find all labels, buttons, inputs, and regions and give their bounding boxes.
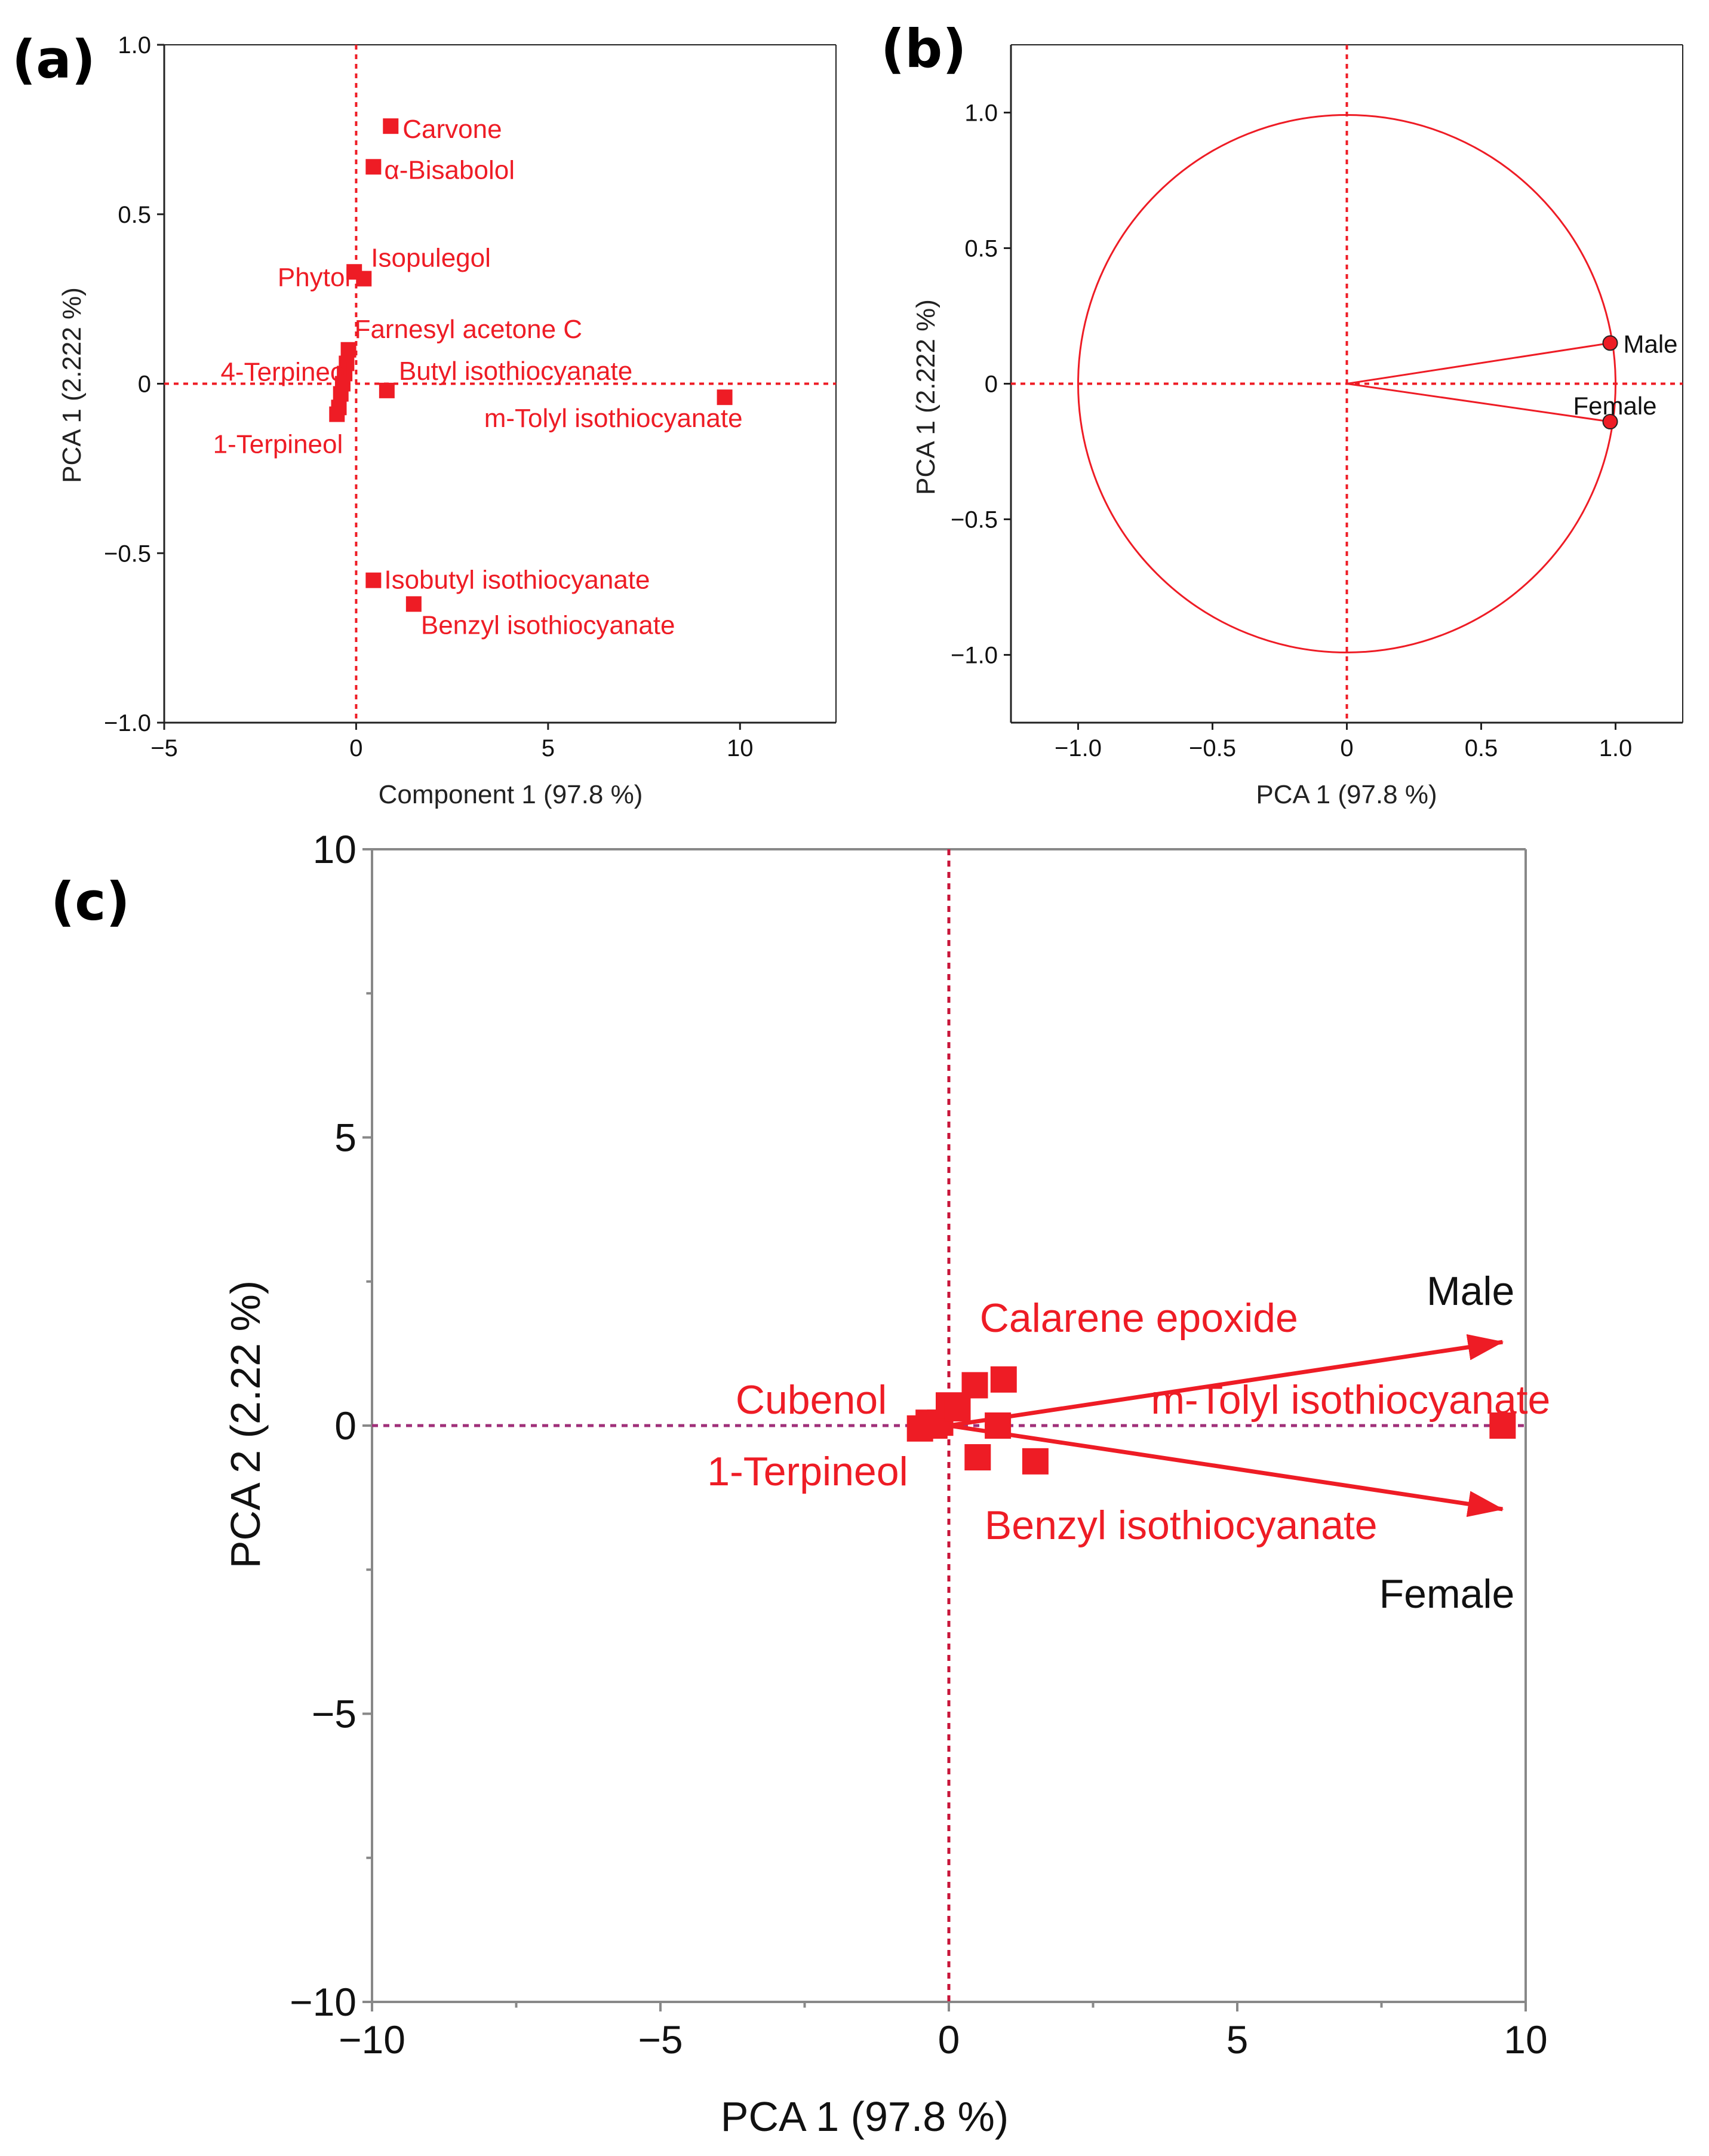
x-tick-label: −10 (339, 2017, 405, 2062)
x-tick-label: 0 (349, 735, 362, 761)
panel-a-point-label: Farnesyl acetone C (355, 315, 583, 344)
x-tick-label: −1.0 (1055, 735, 1102, 761)
x-tick-label: 0 (1340, 735, 1353, 761)
panel-a-point-label: Butyl isothiocyanate (399, 357, 632, 386)
panel-label-c: (c) (51, 871, 130, 932)
panel-a-point (405, 596, 422, 612)
y-tick-label: −1.0 (951, 643, 998, 669)
panel-c-point (1489, 1412, 1516, 1439)
x-tick-label: −5 (638, 2017, 683, 2062)
panel-a-point (379, 382, 395, 398)
panel-a-point-label: Isobutyl isothiocyanate (384, 566, 650, 595)
panel-a-point-label: α-Bisabolol (384, 155, 515, 185)
panel-a-point-label: m-Tolyl isothiocyanate (484, 404, 743, 433)
panel-b-vector-label: Male (1624, 330, 1678, 358)
y-tick-label: 1.0 (964, 100, 998, 127)
x-tick-label: 10 (1504, 2017, 1547, 2062)
panel-c-point-label: 1-Terpineol (707, 1449, 908, 1494)
panel-c-chart: −10 −5 0 5 10 −10 −5 0 5 10 Male Female 1-Terpineo… (222, 827, 1550, 2140)
y-tick-label: 10 (313, 827, 356, 871)
panel-b-vector-label: Female (1573, 392, 1656, 420)
panel-b-chart: −1.0 −0.5 0 0.5 1.0 −1.0 −0.5 0 0.5 1.0 Male Femal… (911, 44, 1683, 809)
panel-c-point (985, 1412, 1012, 1439)
panel-b-vector-arrow (1347, 341, 1611, 385)
panel-c-vector-arrow (948, 1334, 1504, 1428)
x-tick-label: −5 (150, 735, 178, 761)
panel-c-point (944, 1395, 971, 1422)
panel-a-point (329, 406, 345, 422)
panel-c-point (990, 1366, 1017, 1393)
panel-b-vector-point (1602, 414, 1618, 430)
panel-c-point (964, 1444, 991, 1471)
panel-label-a: (a) (12, 29, 96, 90)
x-tick-label: 0.5 (1465, 735, 1498, 761)
y-tick-label: 0 (985, 371, 998, 398)
panel-a-chart: −5 0 5 10 −1.0 −0.5 0 0.5 1.0 Carvone α-Bisabolol… (57, 32, 837, 809)
x-tick-label: −0.5 (1189, 735, 1236, 761)
panel-c-vector-arrow (948, 1423, 1504, 1518)
y-tick-label: −5 (312, 1692, 356, 1736)
panel-b-vector-arrow (1347, 383, 1611, 424)
x-tick-label: 0 (938, 2017, 960, 2062)
y-tick-label: 0 (334, 1403, 356, 1448)
panel-a-point (383, 118, 399, 134)
panel-b-ylabel: PCA 1 (2.222 %) (911, 299, 940, 495)
panel-c-point-label: Benzyl isothiocyanate (985, 1503, 1378, 1548)
y-tick-label: −0.5 (104, 540, 151, 567)
panel-c-point (961, 1372, 988, 1399)
panel-a-point (365, 572, 382, 588)
panel-a-point (356, 271, 372, 287)
panel-b-vector-point (1602, 335, 1618, 351)
x-tick-label: 1.0 (1599, 735, 1633, 761)
y-tick-label: 0 (138, 371, 151, 398)
x-tick-label: 10 (727, 735, 754, 761)
x-tick-label: 5 (542, 735, 555, 761)
panel-c-ylabel: PCA 2 (2.22 %) (222, 1280, 269, 1568)
panel-c-point-label: Cubenol (736, 1377, 887, 1423)
panel-a-point (717, 389, 733, 406)
panel-a-point (340, 342, 356, 358)
panel-c-vector-label: Female (1379, 1571, 1515, 1617)
panel-a-point-label: Phytol (278, 263, 351, 292)
y-tick-label: −1.0 (104, 710, 151, 736)
panel-c-point (1022, 1448, 1049, 1475)
panel-a-point-label: Benzyl isothiocyanate (421, 610, 675, 640)
panel-c-vector-label: Male (1427, 1269, 1514, 1314)
panel-a-point (365, 159, 382, 175)
panel-a-point-label: Carvone (402, 115, 502, 144)
panel-c-point-label: m-Tolyl isothiocyanate (1151, 1377, 1550, 1423)
x-tick-label: 5 (1227, 2017, 1249, 2062)
panel-a-point-label: Isopulegol (371, 244, 491, 273)
panel-c-point-label: Calarene epoxide (980, 1295, 1298, 1341)
panel-a-point-label: 4-Terpineol (220, 357, 351, 386)
panel-a-point (333, 386, 349, 402)
y-tick-label: 0.5 (964, 236, 998, 262)
panel-a-ylabel: PCA 1 (2.222 %) (57, 287, 87, 483)
panel-a-xlabel: Component 1 (97.8 %) (379, 780, 643, 809)
y-tick-label: −10 (290, 1980, 356, 2024)
panel-label-b: (b) (881, 18, 966, 79)
panel-a-point-label: 1-Terpineol (213, 430, 343, 459)
y-tick-label: 1.0 (118, 32, 151, 59)
y-tick-label: 5 (334, 1116, 356, 1160)
panel-c-xlabel: PCA 1 (97.8 %) (721, 2093, 1009, 2140)
panel-b-xlabel: PCA 1 (97.8 %) (1256, 780, 1437, 809)
y-tick-label: −0.5 (951, 507, 998, 533)
y-tick-label: 0.5 (118, 202, 151, 228)
